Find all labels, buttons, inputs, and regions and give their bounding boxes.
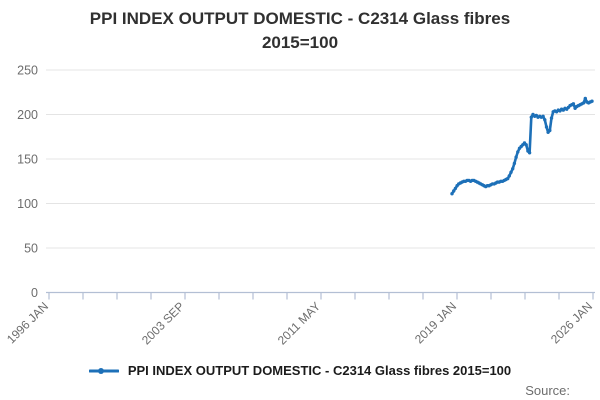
series-point[interactable] <box>524 143 528 147</box>
series-point[interactable] <box>529 115 533 119</box>
x-tick-label: 2011 MAY <box>275 299 323 347</box>
series-point[interactable] <box>512 161 517 166</box>
series-point[interactable] <box>527 151 532 155</box>
series-point[interactable] <box>509 170 513 174</box>
series-point[interactable] <box>543 118 547 122</box>
series-point[interactable] <box>516 150 520 154</box>
series-point[interactable] <box>506 176 510 181</box>
plot-svg: 0 50 100 150 200 250 1996 JAN 2003 SEP 2011 MAY 2… <box>4 64 595 348</box>
series-point[interactable] <box>511 167 515 171</box>
chart-title: PPI INDEX OUTPUT DOMESTIC - C2314 Glass … <box>0 7 600 55</box>
series-point[interactable] <box>450 192 454 196</box>
series-point[interactable] <box>581 101 586 105</box>
x-tick-label: 2019 JAN <box>412 299 459 346</box>
series-point[interactable] <box>571 102 576 106</box>
x-tick-label: 2003 SEP <box>139 299 187 347</box>
series-point[interactable] <box>583 96 587 101</box>
series-point[interactable] <box>507 174 511 178</box>
y-tick-label: 50 <box>24 242 38 256</box>
series-point[interactable] <box>548 128 552 133</box>
source-label: Source: <box>525 383 570 398</box>
x-tick-label: 1996 JAN <box>4 299 51 346</box>
y-tick-label: 150 <box>17 153 38 167</box>
legend: PPI INDEX OUTPUT DOMESTIC - C2314 Glass … <box>0 363 600 378</box>
y-tick-label: 0 <box>31 286 38 300</box>
y-tick-label: 250 <box>17 64 38 78</box>
y-tick-label: 100 <box>17 197 38 211</box>
chart-title-line1: PPI INDEX OUTPUT DOMESTIC - C2314 Glass … <box>89 9 511 28</box>
x-tick-label: 2026 JAN <box>548 299 595 346</box>
y-tick-label: 200 <box>17 108 38 122</box>
legend-item-label[interactable]: PPI INDEX OUTPUT DOMESTIC - C2314 Glass … <box>127 363 512 378</box>
series-point[interactable] <box>590 99 594 103</box>
series-point[interactable] <box>549 116 554 120</box>
series-point[interactable] <box>452 189 456 193</box>
series-marker-icon <box>88 365 119 377</box>
series-point[interactable] <box>453 186 458 191</box>
legend-point-icon <box>97 367 104 374</box>
series-point[interactable] <box>544 125 549 129</box>
chart-title-line2: 2015=100 <box>261 33 339 52</box>
series-point[interactable] <box>541 114 545 119</box>
series-point[interactable] <box>514 155 518 159</box>
